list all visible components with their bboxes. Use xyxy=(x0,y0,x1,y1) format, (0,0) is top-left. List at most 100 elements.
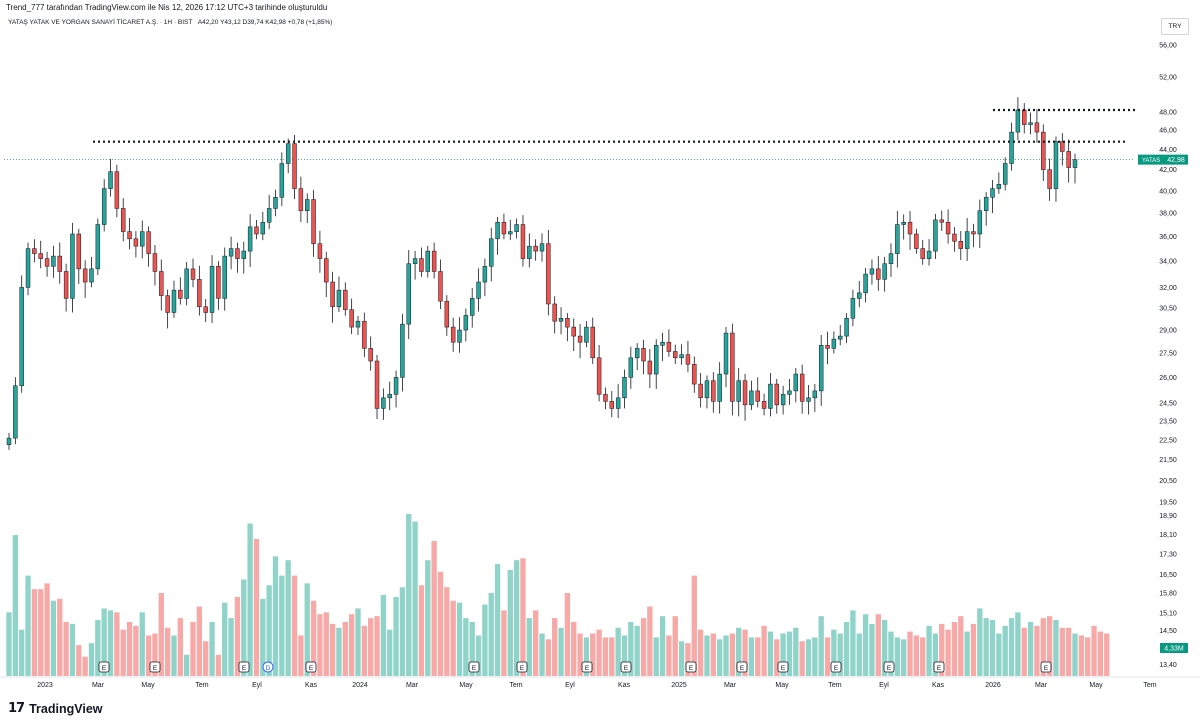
candle-body xyxy=(444,300,450,328)
volume-bar xyxy=(1046,616,1053,676)
volume-bar xyxy=(260,598,266,676)
volume-bar xyxy=(494,564,501,676)
symbol-legend[interactable]: YATAŞ YATAK VE YORGAN SANAYİ TİCARET A.Ş… xyxy=(8,19,336,26)
volume-bar xyxy=(57,598,63,676)
candle-body xyxy=(1022,109,1027,125)
candle-body xyxy=(349,309,354,328)
candle-body xyxy=(101,188,107,225)
volume-bar xyxy=(50,600,57,676)
y-tick-label: 27,50 xyxy=(1159,351,1177,358)
candle-body xyxy=(25,248,31,288)
candle-body xyxy=(120,208,126,232)
candle-body xyxy=(983,197,989,211)
x-tick-label: 2023 xyxy=(37,682,53,689)
volume-bar xyxy=(958,616,964,676)
candle-body xyxy=(850,298,856,319)
x-tick-label: Kas xyxy=(932,682,945,689)
candle-body xyxy=(95,224,101,270)
volume-bar xyxy=(755,637,761,676)
candle-body xyxy=(869,268,875,275)
y-tick-label: 44,00 xyxy=(1159,147,1177,154)
currency-button[interactable]: TRY xyxy=(1161,18,1189,35)
candle-body xyxy=(1072,159,1078,168)
candle-body xyxy=(89,268,94,283)
volume-bar xyxy=(850,610,856,676)
symbol-name[interactable]: YATAŞ YATAK VE YORGAN SANAYİ TİCARET A.Ş… xyxy=(8,19,193,26)
volume-bar xyxy=(12,535,19,676)
volume-bar xyxy=(1053,620,1059,676)
y-tick-label: 34,00 xyxy=(1159,259,1177,266)
volume-bar xyxy=(812,637,818,676)
candle-body xyxy=(825,345,830,349)
volume-bar xyxy=(736,627,742,676)
candle-body xyxy=(133,238,139,247)
event-marker-label: E xyxy=(740,665,745,672)
candle-body xyxy=(761,401,767,409)
volume-bar xyxy=(469,621,475,676)
volume-bar xyxy=(399,587,406,676)
event-marker-label: D xyxy=(266,665,271,672)
candle-body xyxy=(266,208,272,223)
volume-bar xyxy=(374,616,380,676)
x-tick-label: Tem xyxy=(1143,682,1156,689)
volume-bar xyxy=(348,614,355,676)
candle-body xyxy=(888,253,894,264)
ohlc-values: A42,20 Y43,12 D39,74 K42,98 +0,78 (+1,85… xyxy=(197,19,333,26)
candle-body xyxy=(673,351,678,359)
volume-bar xyxy=(1015,612,1021,676)
volume-bar xyxy=(539,633,545,676)
volume-bar xyxy=(1078,635,1085,676)
volume-bar xyxy=(164,627,171,676)
candle-body xyxy=(203,306,208,313)
volume-bar xyxy=(215,654,222,676)
volume-bar xyxy=(488,593,494,676)
candle-body xyxy=(463,315,469,331)
y-tick-label: 23,50 xyxy=(1159,419,1177,426)
candle-body xyxy=(685,354,691,365)
candle-body xyxy=(38,253,43,259)
candle-body xyxy=(190,268,196,280)
x-tick-label: Tem xyxy=(509,682,522,689)
candle-body xyxy=(882,263,887,280)
volume-bar xyxy=(824,637,831,676)
volume-bar xyxy=(862,614,869,676)
y-tick-label: 32,00 xyxy=(1159,285,1177,292)
volume-bar xyxy=(196,606,203,676)
volume-bar xyxy=(520,558,526,676)
volume-bar xyxy=(418,585,425,676)
candle-body xyxy=(1053,141,1059,189)
event-marker-label: E xyxy=(153,665,158,672)
candle-body xyxy=(127,231,132,240)
candle-body xyxy=(844,318,849,337)
y-tick-label: 48,00 xyxy=(1159,109,1177,116)
candle-body xyxy=(901,221,906,225)
price-chart[interactable]: 56,00 52,00 48,00 46,00 44,00 42,00 40,00 38,00… xyxy=(0,0,1200,697)
candle-body xyxy=(647,360,653,375)
volume-bar xyxy=(805,639,812,676)
candle-body xyxy=(476,281,481,299)
event-marker-label: E xyxy=(585,665,590,672)
candle-body xyxy=(146,231,151,254)
volume-bar xyxy=(888,631,894,676)
candle-body xyxy=(692,363,697,385)
volume-bar xyxy=(393,596,399,676)
candle-body xyxy=(343,289,348,310)
candle-body xyxy=(831,338,837,349)
earnings-marker xyxy=(305,661,317,673)
volume-bar xyxy=(1008,618,1015,676)
candle-body xyxy=(666,341,672,352)
volume-bar xyxy=(323,612,329,676)
candle-body xyxy=(660,341,665,346)
y-tick-label: 13,40 xyxy=(1159,662,1177,669)
x-tick-label: Mar xyxy=(92,682,105,689)
candle-body xyxy=(787,390,792,395)
candle-body xyxy=(387,394,392,399)
candle-body xyxy=(812,390,818,399)
volume-bar xyxy=(139,612,145,676)
candle-body xyxy=(596,357,602,395)
earnings-marker xyxy=(98,661,110,673)
volume-bar xyxy=(38,589,44,676)
candle-body xyxy=(330,281,335,308)
earnings-marker xyxy=(620,661,632,673)
volume-bar xyxy=(501,610,507,676)
